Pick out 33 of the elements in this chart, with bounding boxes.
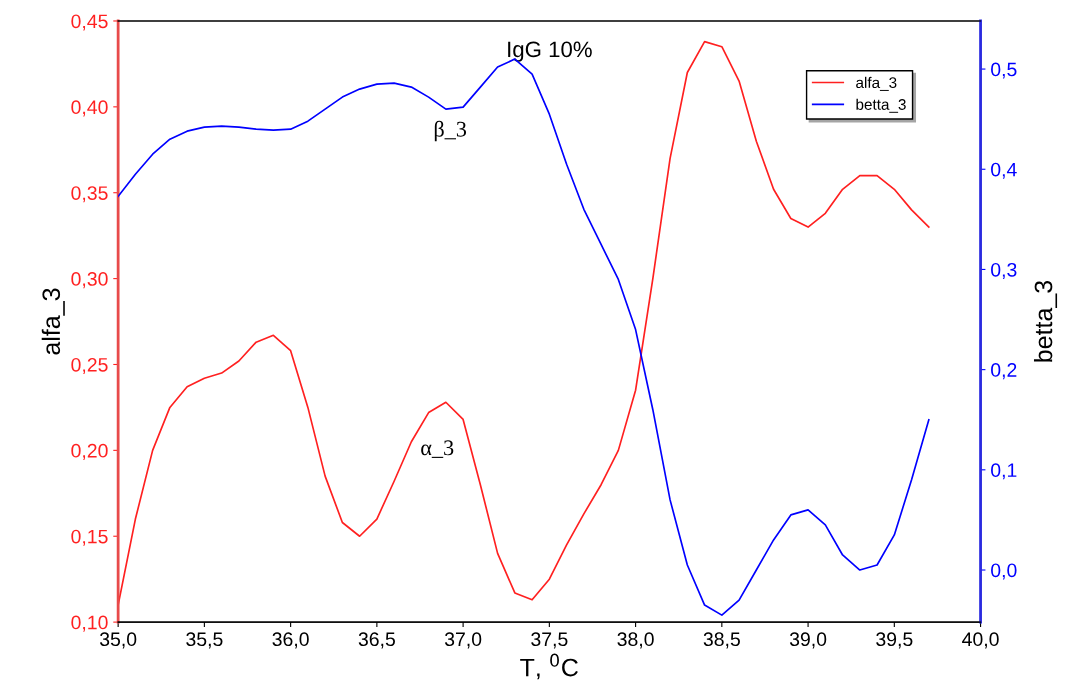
x-tick-label: 39,5 [876, 632, 913, 649]
y-tick-label: 0,35 [71, 186, 108, 203]
x-tick-label: 38,0 [617, 632, 654, 649]
x-axis-title: T, $^{0}$C [520, 653, 578, 680]
y-axis-title: alfa_3 [41, 288, 65, 355]
y2-tick-label: 0,0 [991, 563, 1017, 580]
y-tick-label: 0,40 [71, 100, 108, 117]
y-tick-label: 0,20 [71, 443, 108, 460]
x-tick-label: 35,0 [99, 632, 137, 649]
y-tick-label: 0,45 [71, 14, 108, 31]
y2-tick-label: 0,4 [991, 162, 1017, 179]
annotation: α_3 [421, 440, 454, 458]
x-tick-label: 37,0 [444, 632, 482, 649]
y2-axis-title: betta_3 [1033, 280, 1058, 362]
y-tick-label: 0,25 [71, 357, 108, 375]
y-tick-label: 0,10 [71, 615, 108, 632]
x-tick-label: 35,5 [186, 632, 223, 649]
text: IgG 10% [508, 41, 592, 62]
x-tick-label: 36,5 [358, 632, 395, 649]
legend-label: betta_3 [856, 98, 906, 113]
y2-tick-label: 0,1 [991, 463, 1017, 480]
y2-tick-label: 0,2 [991, 363, 1017, 380]
annotation: β_3 [434, 120, 467, 142]
y2-tick-label: 0,5 [991, 62, 1017, 79]
x-tick-label: 39,0 [789, 632, 827, 649]
x-tick-label: 40,0 [962, 632, 999, 649]
y2-tick-label: 0,3 [991, 262, 1017, 279]
x-tick-label: 38,5 [703, 632, 740, 649]
x-tick-label: 37,5 [531, 632, 568, 649]
y-tick-label: 0,15 [71, 529, 108, 546]
y-tick-label: 0,30 [71, 272, 108, 289]
legend-label: alfa_3 [856, 76, 897, 91]
x-tick-label: 36,0 [272, 632, 309, 649]
